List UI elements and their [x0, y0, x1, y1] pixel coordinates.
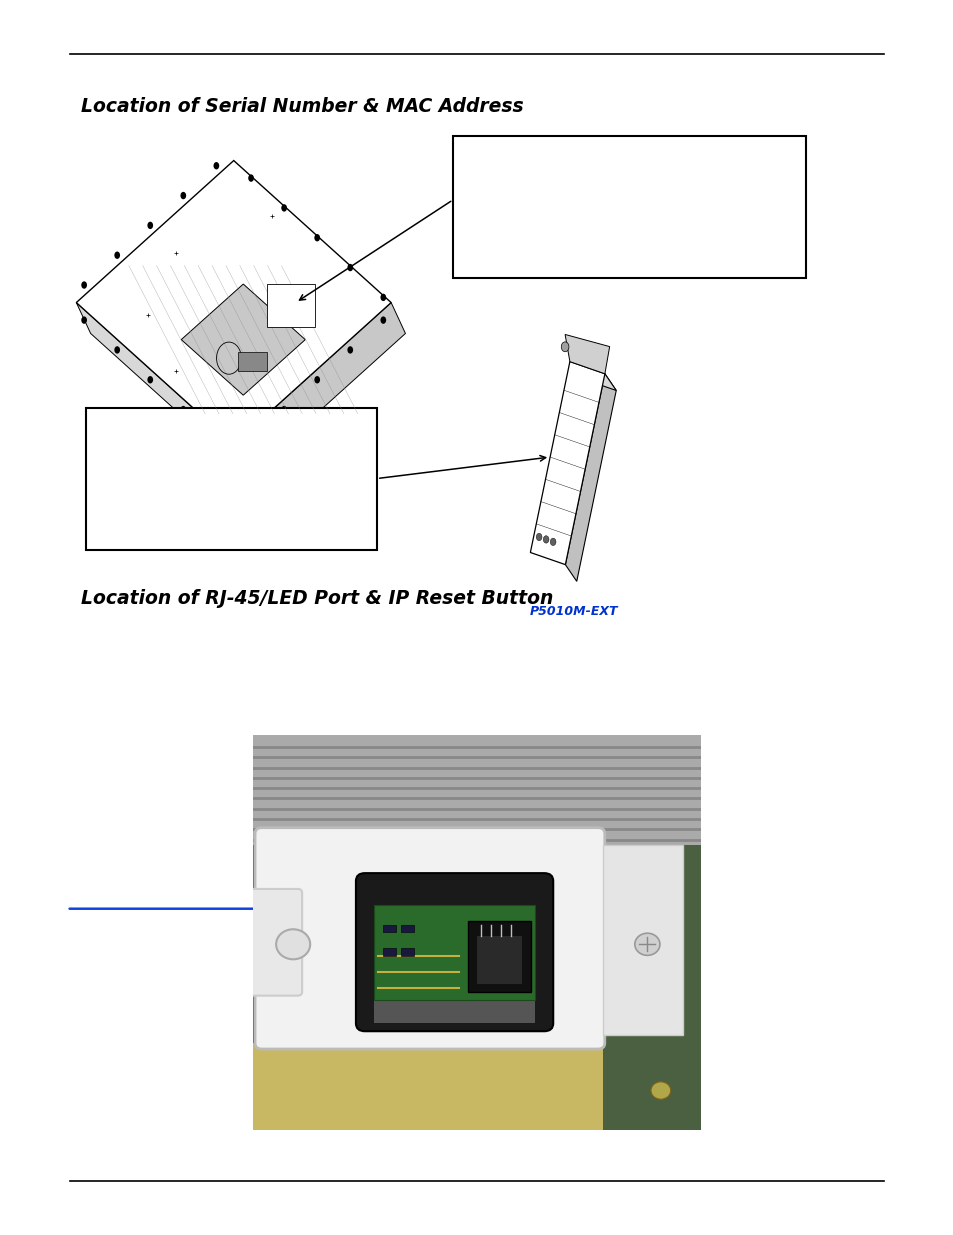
Circle shape [314, 375, 320, 384]
Circle shape [281, 204, 287, 211]
Circle shape [347, 346, 353, 353]
Bar [602, 846, 682, 1035]
FancyBboxPatch shape [254, 827, 604, 1049]
Circle shape [542, 536, 548, 543]
Circle shape [248, 436, 253, 443]
Polygon shape [76, 303, 248, 475]
Circle shape [347, 264, 353, 272]
Bar [238, 352, 267, 370]
Bar [476, 936, 521, 984]
Bar [253, 735, 700, 846]
Text: P5010M-EXT: P5010M-EXT [529, 605, 618, 619]
FancyBboxPatch shape [355, 873, 553, 1031]
Circle shape [114, 346, 120, 353]
Polygon shape [181, 284, 305, 395]
Circle shape [213, 162, 219, 169]
Polygon shape [569, 362, 616, 390]
Polygon shape [181, 284, 305, 395]
Circle shape [281, 406, 287, 414]
Bar [86, 408, 376, 550]
FancyBboxPatch shape [248, 889, 302, 995]
Polygon shape [233, 303, 405, 475]
Circle shape [114, 252, 120, 259]
Circle shape [634, 934, 659, 956]
Circle shape [380, 294, 386, 301]
Circle shape [650, 1082, 670, 1099]
Bar [453, 136, 805, 278]
Text: P5010M-INT: P5010M-INT [181, 469, 267, 483]
Circle shape [560, 342, 568, 352]
Text: Location of RJ-45/LED Port & IP Reset Button: Location of RJ-45/LED Port & IP Reset Bu… [81, 589, 553, 608]
Circle shape [275, 929, 310, 960]
Circle shape [550, 538, 556, 546]
Circle shape [213, 436, 219, 443]
Circle shape [248, 174, 253, 182]
Text: Trango Broadband Wireless: Trango Broadband Wireless [97, 422, 334, 437]
Polygon shape [565, 374, 616, 582]
Circle shape [536, 534, 541, 541]
Bar [468, 920, 530, 992]
Circle shape [314, 235, 320, 242]
Circle shape [180, 191, 186, 199]
Circle shape [180, 406, 186, 414]
Text: Location of Serial Number & MAC Address: Location of Serial Number & MAC Address [81, 98, 523, 116]
Circle shape [147, 222, 152, 230]
Polygon shape [530, 362, 604, 564]
Circle shape [81, 282, 87, 289]
Polygon shape [76, 161, 391, 445]
Circle shape [147, 375, 152, 384]
Circle shape [81, 316, 87, 324]
Polygon shape [564, 335, 609, 374]
Bar [267, 284, 314, 327]
Bar [382, 948, 395, 956]
Bar [400, 948, 414, 956]
Circle shape [380, 316, 386, 324]
Text: Trango Broadband Wireless: Trango Broadband Wireless [464, 151, 700, 165]
Bar [374, 905, 535, 999]
Bar [253, 1044, 602, 1130]
Bar [382, 925, 395, 932]
Bar [400, 925, 414, 932]
Bar [374, 999, 535, 1024]
